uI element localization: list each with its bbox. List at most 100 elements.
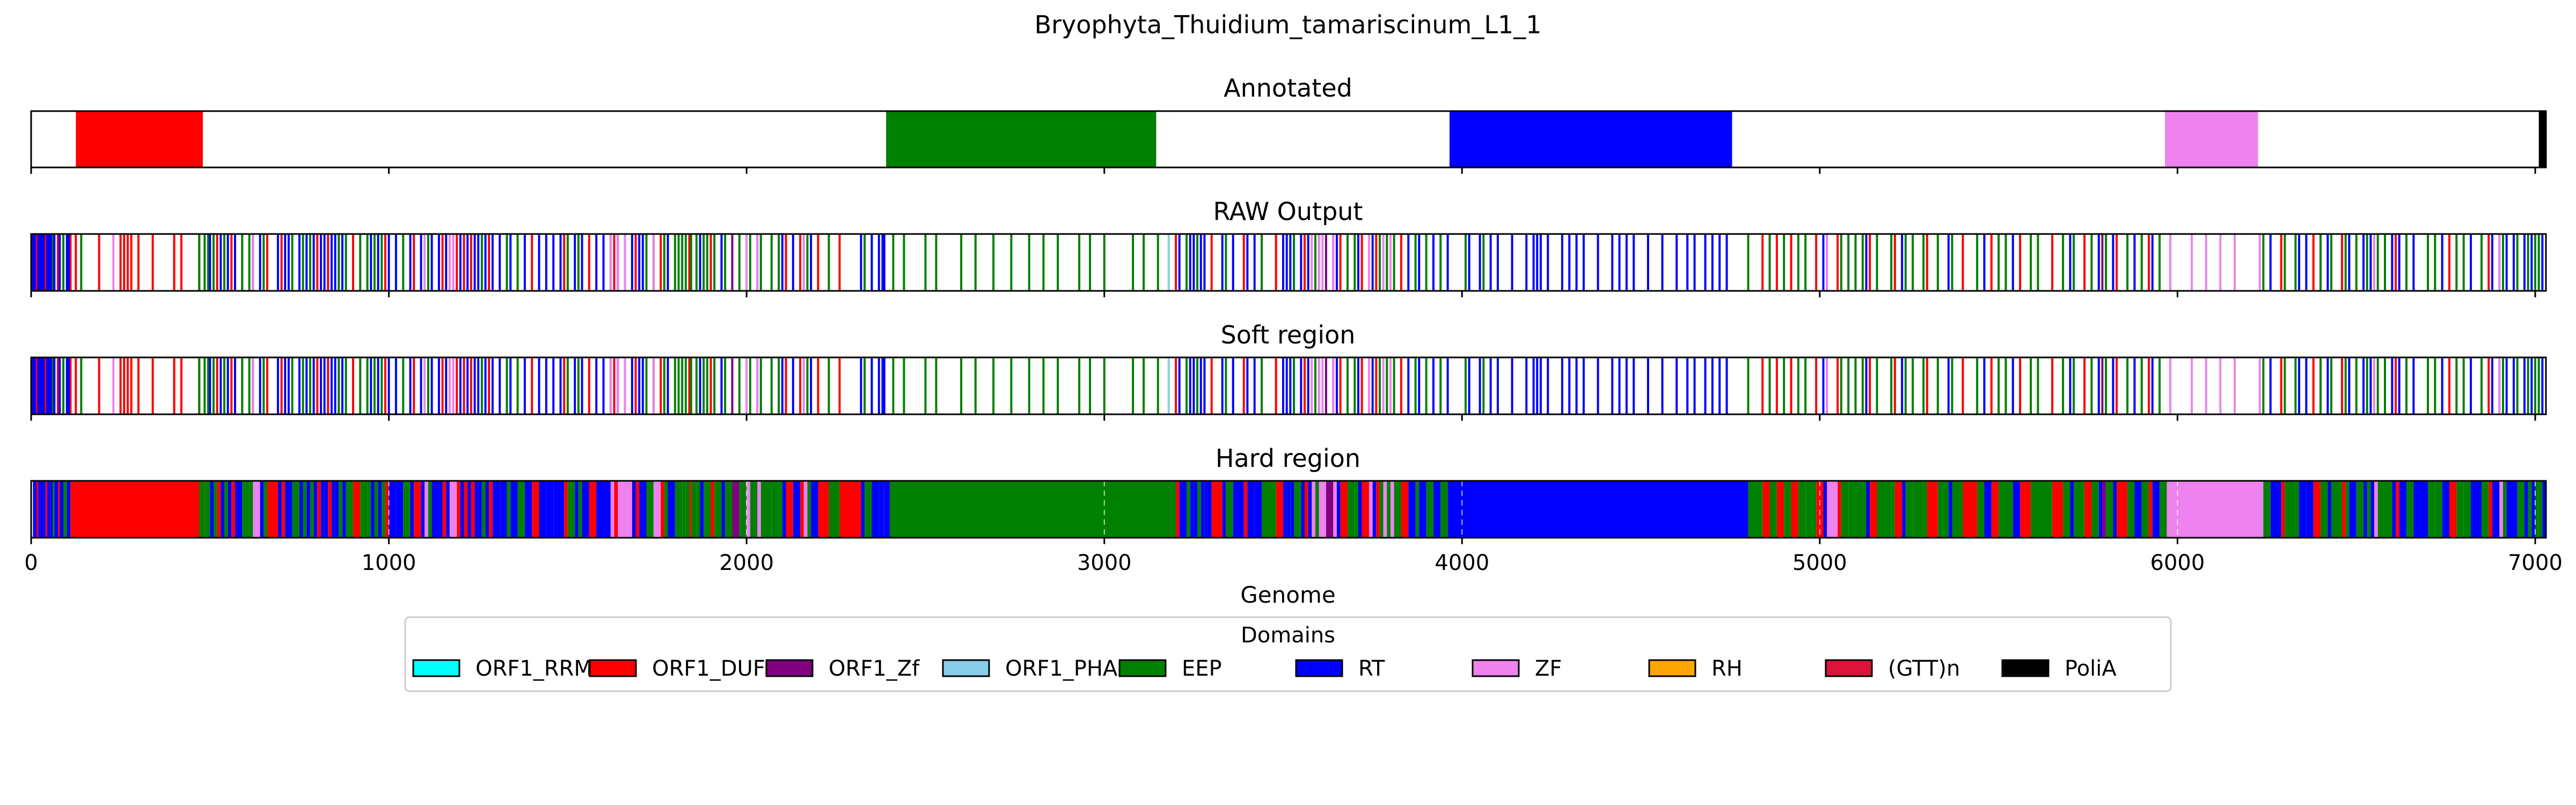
region-orf1-duf bbox=[57, 481, 60, 538]
legend-label: ORF1_DUF bbox=[652, 656, 765, 681]
region-orf1-duf bbox=[1991, 481, 1999, 538]
region-rt bbox=[2134, 481, 2142, 538]
region-rt bbox=[1419, 481, 1426, 538]
region-zf bbox=[253, 481, 260, 538]
region-rt bbox=[421, 481, 425, 538]
region-rt bbox=[221, 481, 224, 538]
region-orf1-duf bbox=[564, 481, 568, 538]
region-orf1-duf bbox=[1776, 481, 1784, 538]
legend-swatch bbox=[2001, 659, 2050, 677]
region-eep bbox=[292, 481, 299, 538]
region-eep bbox=[2503, 481, 2507, 538]
region-rt bbox=[288, 481, 292, 538]
region-rt bbox=[639, 481, 643, 538]
region-eep bbox=[779, 481, 782, 538]
annotated-marks bbox=[76, 111, 2546, 167]
region-eep bbox=[517, 481, 525, 538]
region-rt bbox=[1247, 481, 1255, 538]
region-rt bbox=[1433, 481, 1441, 538]
region-rt bbox=[1358, 481, 1362, 538]
region-eep bbox=[1805, 481, 1817, 538]
region-zf bbox=[2374, 481, 2378, 538]
region-rt bbox=[793, 481, 801, 538]
region-zf bbox=[610, 481, 614, 538]
region-rt bbox=[539, 481, 546, 538]
region-eep bbox=[1862, 481, 1867, 538]
region-rt bbox=[1254, 481, 1262, 538]
region-eep bbox=[2463, 481, 2471, 538]
region-orf1-duf bbox=[267, 481, 278, 538]
x-tick-label: 2000 bbox=[719, 551, 774, 575]
region-rt bbox=[389, 481, 396, 538]
region-orf1-duf bbox=[818, 481, 829, 538]
region-rt bbox=[2442, 481, 2450, 538]
region-eep bbox=[481, 481, 486, 538]
panel-soft-region: Soft region bbox=[30, 320, 2547, 421]
region-rt bbox=[438, 481, 443, 538]
region-eep bbox=[1347, 481, 1355, 538]
region-rt bbox=[2070, 481, 2074, 538]
region-eep bbox=[1798, 481, 1806, 538]
region-eep bbox=[2482, 481, 2489, 538]
region-zf bbox=[1319, 481, 1323, 538]
region-rt bbox=[524, 481, 532, 538]
region-rt bbox=[872, 481, 879, 538]
region-orf1-duf bbox=[217, 481, 221, 538]
region-eep bbox=[704, 481, 707, 538]
region-rt bbox=[485, 481, 489, 538]
region-rt bbox=[324, 481, 328, 538]
region-eep bbox=[2031, 481, 2038, 538]
region-orf1-duf bbox=[1276, 481, 1284, 538]
region-rt bbox=[47, 481, 49, 538]
legend-item-zf: ZF bbox=[1472, 656, 1562, 681]
region-zf bbox=[2259, 481, 2264, 538]
region-rt bbox=[2399, 481, 2407, 538]
region-zf bbox=[653, 481, 661, 538]
region-orf1-duf bbox=[2117, 481, 2128, 538]
region-eep bbox=[428, 481, 432, 538]
region-zf bbox=[803, 481, 808, 538]
region-eep bbox=[1784, 481, 1791, 538]
region-rt bbox=[396, 481, 404, 538]
legend-swatch bbox=[1472, 659, 1520, 677]
figure-title: Bryophyta_Thuidium_tamariscinum_L1_1 bbox=[1035, 10, 1542, 39]
region-eep bbox=[1952, 481, 1963, 538]
region-orf1-duf bbox=[2020, 481, 2031, 538]
region-eep bbox=[2074, 481, 2085, 538]
legend-label: RH bbox=[1711, 656, 1743, 681]
region-rt bbox=[582, 481, 589, 538]
raw-output-frame bbox=[30, 233, 2547, 292]
soft-region-marks bbox=[32, 357, 2544, 414]
legend-label: ORF1_PHA bbox=[1005, 656, 1118, 681]
region-orf1-duf bbox=[2342, 481, 2346, 538]
region-rt bbox=[500, 481, 507, 538]
region-rt bbox=[700, 481, 704, 538]
region-eep bbox=[1848, 481, 1856, 538]
region-eep bbox=[2038, 481, 2053, 538]
region-rt bbox=[2328, 481, 2332, 538]
region-eep bbox=[1262, 481, 1276, 538]
region-orf1-duf bbox=[36, 481, 39, 538]
region-eep bbox=[1999, 481, 2006, 538]
region-eep bbox=[1187, 481, 1190, 538]
legend-swatch bbox=[589, 659, 637, 677]
region-rt bbox=[1301, 481, 1305, 538]
legend-label: ORF1_Zf bbox=[829, 656, 920, 681]
region-orf1-zf bbox=[2102, 481, 2106, 538]
region-rt bbox=[861, 481, 865, 538]
region-rt bbox=[668, 481, 675, 538]
region-eep bbox=[1913, 481, 1924, 538]
region-eep bbox=[1923, 481, 1927, 538]
region-rt bbox=[228, 481, 232, 538]
region-rt bbox=[210, 481, 214, 538]
region-orf1-duf bbox=[281, 481, 286, 538]
region-eep bbox=[675, 481, 679, 538]
region-rt bbox=[546, 481, 554, 538]
region-eep bbox=[339, 481, 342, 538]
region-orf1-duf bbox=[1304, 481, 1308, 538]
region-eep bbox=[2456, 481, 2464, 538]
region-rt bbox=[1372, 481, 1377, 538]
region-rt bbox=[50, 481, 53, 538]
panel-raw-output: RAW Output bbox=[30, 197, 2547, 297]
